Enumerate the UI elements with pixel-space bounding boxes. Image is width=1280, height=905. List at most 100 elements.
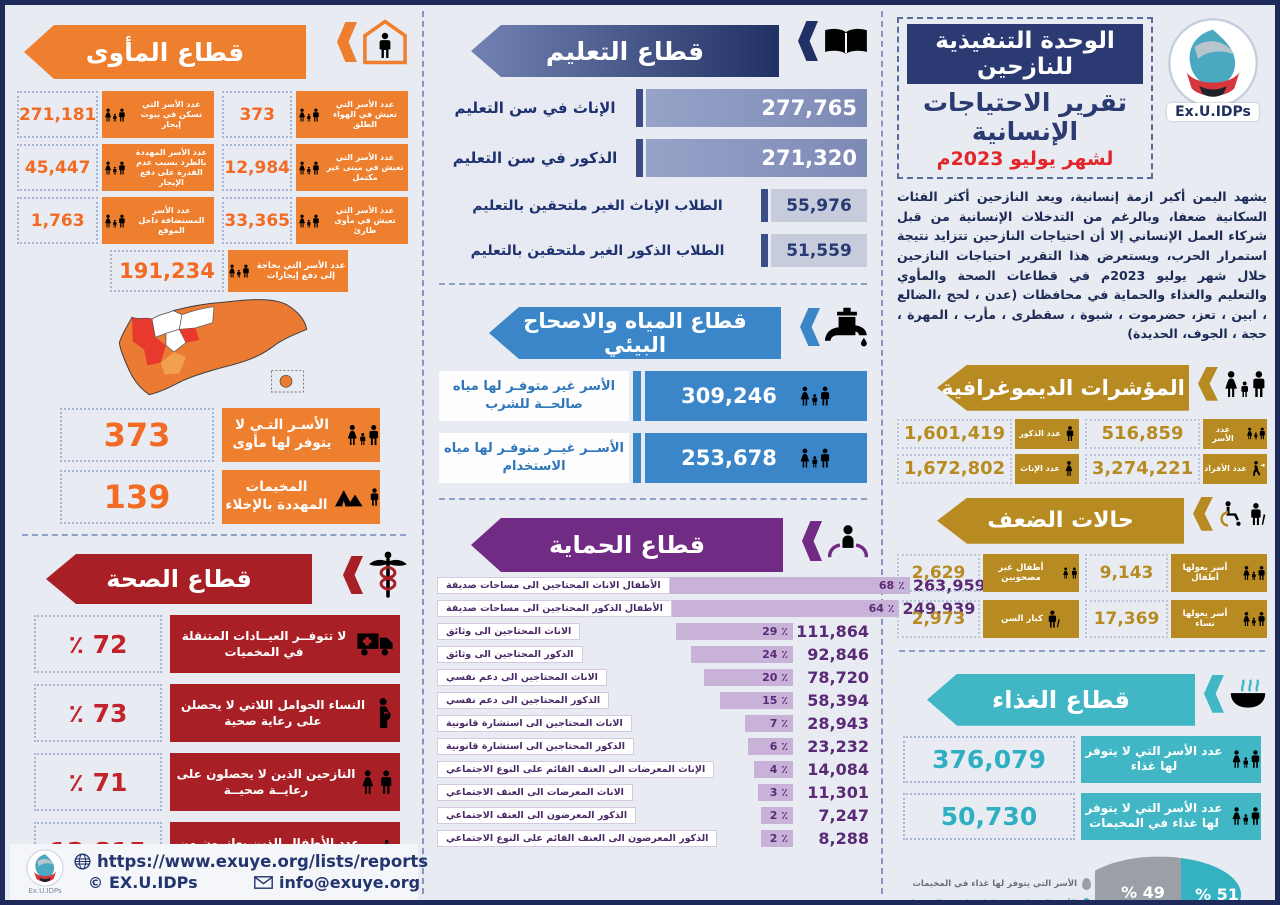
pie-label-gray: % 49 <box>1121 883 1165 902</box>
protection-row: الإناث المعرضات الى العنف القائم على الن… <box>437 760 869 779</box>
family-icon <box>346 424 380 446</box>
education-banner: قطاع التعليم <box>471 25 779 77</box>
chevron-icon <box>800 308 820 346</box>
footer-logo: Ex.U.IDPs <box>26 849 64 895</box>
protection-bar: 15 ٪ <box>719 692 793 709</box>
shelter-stat: 12,984 عدد الأسر التي تعيش في مبنى غير م… <box>222 144 408 191</box>
shelter-stats-grid: 373 عدد الأسر التي تعيش في الهواء الطلق … <box>16 91 408 244</box>
footer-url-row: https://www.exuye.org/lists/reports <box>74 852 428 871</box>
protection-row-pct: 4 ٪ <box>769 763 788 776</box>
health-stat-pregnant: ٪ 73 النساء الحوامل اللاتي لا يحصلن على … <box>34 684 400 742</box>
protection-row-label: الاناث المحتاجين الى استشارة قانونية <box>437 715 632 732</box>
vulnerability-stat: 2,973 كبار السن <box>897 599 1079 638</box>
protection-title: قطاع الحماية <box>548 531 706 559</box>
food-title: قطاع الغذاء <box>992 685 1130 714</box>
protection-row-value: 7,247 <box>818 806 869 825</box>
stat-label: عدد الأسر التي تسكن في بيوت إيجار <box>102 91 215 138</box>
shelter-stat: 373 عدد الأسر التي تعيش في الهواء الطلق <box>222 91 408 138</box>
food-stat-no-food: 376,079 عدد الأسر التي لا يتوفر لها غذاء <box>903 735 1261 783</box>
protection-row-pct: 2 ٪ <box>769 832 788 845</box>
pie-legend: الأسر التي يتوفر لها غذاء في المخيمات ال… <box>897 877 1095 905</box>
reports-url-link[interactable]: https://www.exuye.org/lists/reports <box>97 852 429 871</box>
protection-bar: 20 ٪ <box>704 669 793 686</box>
stat-value: 1,601,419 <box>897 418 1012 449</box>
chevron-icon <box>1198 366 1218 401</box>
footer-contacts: https://www.exuye.org/lists/reports © EX… <box>74 852 428 892</box>
protection-row-pct: 20 ٪ <box>762 671 788 684</box>
family-icon <box>799 385 831 407</box>
protection-row-label: الاناث المعرضات الى العنف الاجتماعي <box>437 784 633 801</box>
legend-label: الأسر التي لا يتوفر لها غذاء في المخيمات <box>903 898 1077 905</box>
family-icon <box>1242 611 1266 627</box>
water-row-usage: الأســر غيــر متوفـر لها مياه الاستخدام … <box>439 433 867 483</box>
stat-value: 1,763 <box>16 197 99 244</box>
email-link[interactable]: info@exuye.org <box>278 873 421 892</box>
stat-label: عدد الأفراد <box>1203 453 1267 484</box>
elderly-cane-icon <box>1047 610 1061 628</box>
stat-label: لا تتوفــر العيــادات المتنقلة في المخمي… <box>170 615 400 673</box>
family-icon <box>298 161 320 175</box>
couple-icon <box>360 770 394 794</box>
protection-bar: 24 ٪ <box>691 646 793 663</box>
education-bar: 277,765 <box>646 89 867 127</box>
stat-value: 191,234 <box>110 250 224 292</box>
divider <box>761 234 768 267</box>
protection-bar: 68 ٪ <box>669 577 910 594</box>
pregnant-woman-icon <box>379 698 391 728</box>
report-header: الوحدة التنفيذية للنازحين تقرير الاحتياج… <box>897 17 1267 179</box>
protection-row-pct: 64 ٪ <box>868 602 895 615</box>
section-divider <box>439 498 867 500</box>
protection-row-value: 8,288 <box>818 829 869 848</box>
demographics-banner: المؤشرات الديموغرافية <box>937 364 1189 411</box>
family-icon <box>799 447 831 469</box>
stat-value: 45,447 <box>16 144 99 191</box>
family-icon <box>1231 806 1261 826</box>
stat-label: عدد الإناث <box>1015 453 1079 484</box>
globe-icon <box>74 853 91 870</box>
report-title-box: الوحدة التنفيذية للنازحين تقرير الاحتياج… <box>897 17 1153 179</box>
health-banner: قطاع الصحة <box>46 554 312 604</box>
demographics-title: المؤشرات الديموغرافية <box>941 375 1185 400</box>
section-divider <box>22 534 406 536</box>
education-row-value: 277,765 <box>761 96 857 120</box>
food-stat-no-food-camps: 50,730 عدد الأسر التي لا يتوفر لها غذاء … <box>903 792 1261 840</box>
protection-bar: 29 ٪ <box>675 623 793 640</box>
stat-label: عدد الأسر التي بحاجة إلى دفع إيجارات <box>228 250 348 292</box>
protection-row-pct: 24 ٪ <box>762 648 788 661</box>
protection-row-pct: 3 ٪ <box>769 786 788 799</box>
stat-label: عدد الأسر التي لا يتوفر لها غذاء في المخ… <box>1081 792 1261 840</box>
protection-row-label: الذكور المحتاجين الى وثائق <box>437 646 583 663</box>
column-divider <box>422 11 424 894</box>
vulnerability-banner: حالات الضعف <box>937 497 1184 544</box>
protection-banner: قطاع الحماية <box>471 518 783 572</box>
chevron-icon <box>1193 496 1213 531</box>
education-row-males-out: الطلاب الذكور الغير ملتحقين بالتعليم 51,… <box>437 234 867 267</box>
legend-item: الأسر التي لا يتوفر لها غذاء في المخيمات <box>897 897 1091 905</box>
education-row-value: 51,559 <box>786 240 852 261</box>
female-icon <box>1065 461 1073 477</box>
faucet-icon <box>825 307 867 347</box>
chevron-icon <box>802 521 822 561</box>
stat-value: 2,629 <box>897 553 980 592</box>
protection-row-value: 249,939 <box>902 599 976 618</box>
footer-logo-label: Ex.U.IDPs <box>28 887 62 895</box>
education-row-label: الطلاب الإناث الغير ملتحقين بالتعليم <box>437 189 758 222</box>
stat-label: عدد الأسر المستضافة داخل الموقع <box>102 197 215 244</box>
email: info@exuye.org <box>254 873 420 892</box>
divider <box>636 139 643 177</box>
protection-row-value: 92,846 <box>807 645 869 664</box>
stat-label: الأسـر التـي لا يتوفر لها مأوى <box>222 408 380 462</box>
divider <box>636 89 643 127</box>
protection-row: الذكور المحتاجين الى استشارة قانونية 6 ٪… <box>437 737 869 756</box>
tents-icon <box>335 490 363 507</box>
education-bar: 51,559 <box>771 234 867 267</box>
stat-label: أطفال غير مصحوبين <box>983 553 1079 592</box>
water-bar: 253,678 <box>645 433 867 483</box>
protection-row-label: الأطفال الاناث المحتاجين الى مساحات صديق… <box>437 577 670 594</box>
shelter-no-shelter-stat: 373 الأسـر التـي لا يتوفر لها مأوى <box>60 408 380 462</box>
stat-value: 376,079 <box>903 735 1075 783</box>
demographic-stat: 3,274,221 عدد الأفراد <box>1085 453 1267 484</box>
protection-row: الأطفال الذكور المحتاجين الى مساحات صديق… <box>437 599 975 618</box>
family-icon <box>104 214 126 228</box>
